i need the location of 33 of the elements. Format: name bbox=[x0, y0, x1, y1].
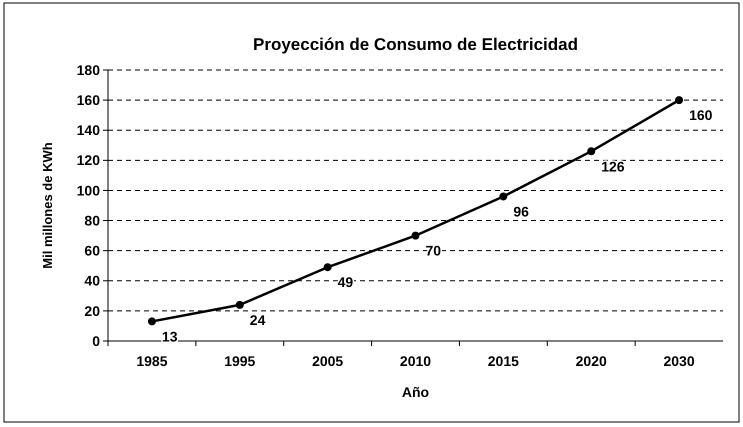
x-tick-label: 2005 bbox=[312, 353, 344, 369]
data-label: 70 bbox=[426, 242, 442, 259]
y-tick-label: 20 bbox=[84, 302, 100, 319]
y-tick-label: 80 bbox=[84, 212, 100, 228]
y-tick-label: 100 bbox=[76, 182, 100, 198]
x-tick-label: 2010 bbox=[400, 353, 432, 369]
point bbox=[675, 96, 684, 104]
point bbox=[587, 147, 596, 156]
data-label: 96 bbox=[513, 203, 530, 220]
point bbox=[412, 232, 420, 240]
y-tick-label: 0 bbox=[92, 332, 100, 349]
y-tick-label: 40 bbox=[84, 272, 100, 289]
y-tick-label: 180 bbox=[76, 62, 100, 78]
x-tick-label: 1995 bbox=[224, 353, 256, 369]
x-tick-label: 2030 bbox=[663, 353, 695, 369]
x-tick-label: 2020 bbox=[576, 353, 607, 369]
chart-title: Proyección de Consumo de Electricidad bbox=[253, 35, 578, 54]
point bbox=[499, 192, 508, 200]
point bbox=[324, 263, 332, 272]
point bbox=[148, 317, 156, 326]
data-label: 126 bbox=[601, 158, 625, 174]
x-tick-label: 1985 bbox=[136, 353, 168, 369]
x-axis-title: Año bbox=[402, 384, 430, 400]
y-tick-label: 140 bbox=[76, 122, 100, 138]
y-tick-label: 120 bbox=[76, 152, 100, 168]
y-axis-title: Mil millones de KWh bbox=[40, 142, 55, 269]
y-tick-label: 160 bbox=[76, 92, 100, 108]
y-tick-label: 60 bbox=[84, 242, 100, 259]
data-label: 160 bbox=[689, 107, 713, 124]
data-label: 49 bbox=[338, 274, 354, 290]
data-label: 24 bbox=[250, 312, 266, 328]
point bbox=[236, 300, 244, 309]
x-tick-label: 2015 bbox=[488, 353, 520, 369]
